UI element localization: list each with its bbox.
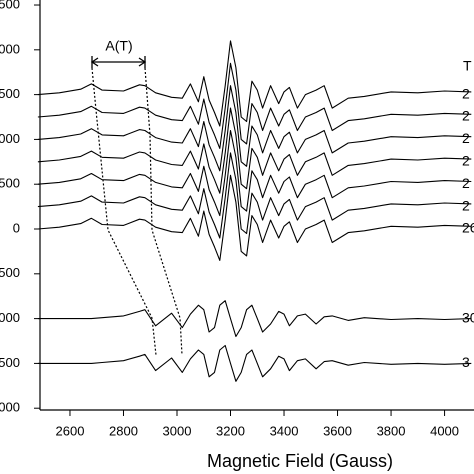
legend-label: 2 (462, 130, 470, 146)
legend-label: 2 (462, 175, 470, 191)
legend-label: 2 (462, 197, 470, 213)
x-axis-title: Magnetic Field (Gauss) (207, 451, 393, 471)
legend-label: 2 (462, 85, 470, 101)
y-tick-label: 0 (13, 220, 20, 235)
y-tick-label: 2500 (0, 0, 20, 11)
x-tick-label: 3200 (216, 423, 245, 438)
y-tick-label: 500 (0, 176, 20, 191)
spectrum-line (37, 107, 472, 194)
y-tick-label: -2000 (0, 400, 20, 415)
x-tick-label: 3000 (163, 423, 192, 438)
spectrum-line (37, 152, 472, 239)
legend-title: T (463, 58, 472, 74)
y-tick-label: -1000 (0, 310, 20, 325)
spectrum-line (37, 62, 472, 149)
spectrum-line (37, 129, 472, 217)
spectrum-line (37, 85, 472, 172)
annotation: A(T) (105, 38, 132, 54)
guide-dotted-lines (91, 67, 183, 356)
x-tick-label: 2600 (56, 423, 85, 438)
spectrum-line (37, 300, 472, 338)
y-tick-label: -500 (0, 265, 20, 280)
y-tick-label: 1500 (0, 86, 20, 101)
x-tick-label: 4000 (430, 423, 459, 438)
legend-label: 30 (462, 309, 474, 325)
x-tick-label: 3400 (270, 423, 299, 438)
x-tick-label: 3800 (377, 423, 406, 438)
spectrum-line (37, 174, 472, 261)
annotation-arrow (90, 56, 147, 68)
y-tick-label: -1500 (0, 355, 20, 370)
legend-label: 2 (462, 153, 470, 169)
x-tick-label: 3600 (323, 423, 352, 438)
x-tick-label: 2800 (109, 423, 138, 438)
y-tick-label: 1000 (0, 131, 20, 146)
legend-label: 26 (462, 220, 474, 236)
y-tick-label: 2000 (0, 41, 20, 56)
spectrum-line (37, 40, 472, 127)
legend-label: 2 (462, 108, 470, 124)
legend-label: 3 (462, 354, 470, 370)
spectrum-line (37, 344, 472, 382)
